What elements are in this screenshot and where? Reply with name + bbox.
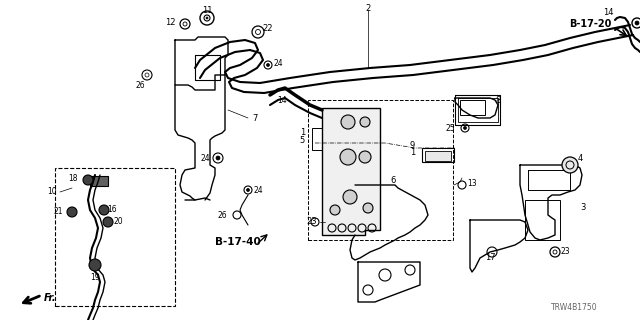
Circle shape bbox=[341, 115, 355, 129]
Text: 8: 8 bbox=[495, 95, 500, 105]
Text: 6: 6 bbox=[390, 175, 396, 185]
Text: 24: 24 bbox=[273, 59, 283, 68]
Text: 24: 24 bbox=[200, 154, 210, 163]
Text: 26: 26 bbox=[135, 81, 145, 90]
Bar bbox=[330, 145, 375, 175]
Circle shape bbox=[340, 149, 356, 165]
Text: 9: 9 bbox=[410, 140, 415, 149]
Text: 23: 23 bbox=[560, 247, 570, 257]
Text: 18: 18 bbox=[68, 173, 78, 182]
Text: 12: 12 bbox=[166, 18, 176, 27]
Text: 10: 10 bbox=[47, 188, 57, 196]
Text: 21: 21 bbox=[54, 207, 63, 217]
Circle shape bbox=[562, 157, 578, 173]
Circle shape bbox=[343, 190, 357, 204]
Text: 13: 13 bbox=[467, 179, 477, 188]
Bar bbox=[422, 148, 454, 162]
Text: Fr.: Fr. bbox=[44, 293, 56, 303]
Bar bbox=[312, 128, 327, 150]
Bar bbox=[308, 100, 453, 240]
Text: 20: 20 bbox=[113, 218, 123, 227]
Bar bbox=[90, 176, 108, 186]
Circle shape bbox=[103, 217, 113, 227]
Text: 4: 4 bbox=[577, 154, 582, 163]
Circle shape bbox=[67, 207, 77, 217]
Circle shape bbox=[89, 259, 101, 271]
Text: 22: 22 bbox=[263, 23, 273, 33]
Bar bbox=[330, 180, 375, 230]
Text: 26: 26 bbox=[218, 211, 227, 220]
Text: 16: 16 bbox=[107, 205, 117, 214]
Bar bbox=[460, 100, 485, 115]
Text: B-17-20: B-17-20 bbox=[569, 19, 611, 29]
Circle shape bbox=[266, 63, 269, 67]
Bar bbox=[425, 151, 451, 161]
Bar bbox=[330, 110, 375, 140]
Circle shape bbox=[83, 175, 93, 185]
Text: 5: 5 bbox=[300, 135, 305, 145]
Circle shape bbox=[463, 126, 467, 130]
Text: 24: 24 bbox=[253, 186, 263, 195]
Text: 2: 2 bbox=[365, 4, 371, 12]
Text: 14: 14 bbox=[277, 95, 287, 105]
Text: 11: 11 bbox=[202, 5, 212, 14]
Text: 19: 19 bbox=[90, 274, 100, 283]
Polygon shape bbox=[322, 108, 380, 235]
Text: 3: 3 bbox=[580, 204, 586, 212]
Text: 23: 23 bbox=[307, 218, 317, 227]
Circle shape bbox=[216, 156, 220, 160]
Circle shape bbox=[330, 205, 340, 215]
Text: 1: 1 bbox=[410, 148, 415, 156]
Circle shape bbox=[363, 203, 373, 213]
Circle shape bbox=[635, 21, 639, 25]
Text: 1: 1 bbox=[300, 127, 305, 137]
Bar bbox=[55, 168, 175, 306]
Circle shape bbox=[206, 17, 208, 19]
Bar bbox=[525, 200, 560, 240]
Text: 14: 14 bbox=[603, 7, 613, 17]
Circle shape bbox=[359, 151, 371, 163]
Circle shape bbox=[360, 117, 370, 127]
Circle shape bbox=[246, 188, 250, 191]
Text: 17: 17 bbox=[484, 253, 495, 262]
Text: TRW4B1750: TRW4B1750 bbox=[552, 303, 598, 313]
Text: 25: 25 bbox=[445, 124, 455, 132]
Circle shape bbox=[99, 205, 109, 215]
Text: B-17-40: B-17-40 bbox=[215, 237, 261, 247]
Text: 7: 7 bbox=[252, 114, 258, 123]
